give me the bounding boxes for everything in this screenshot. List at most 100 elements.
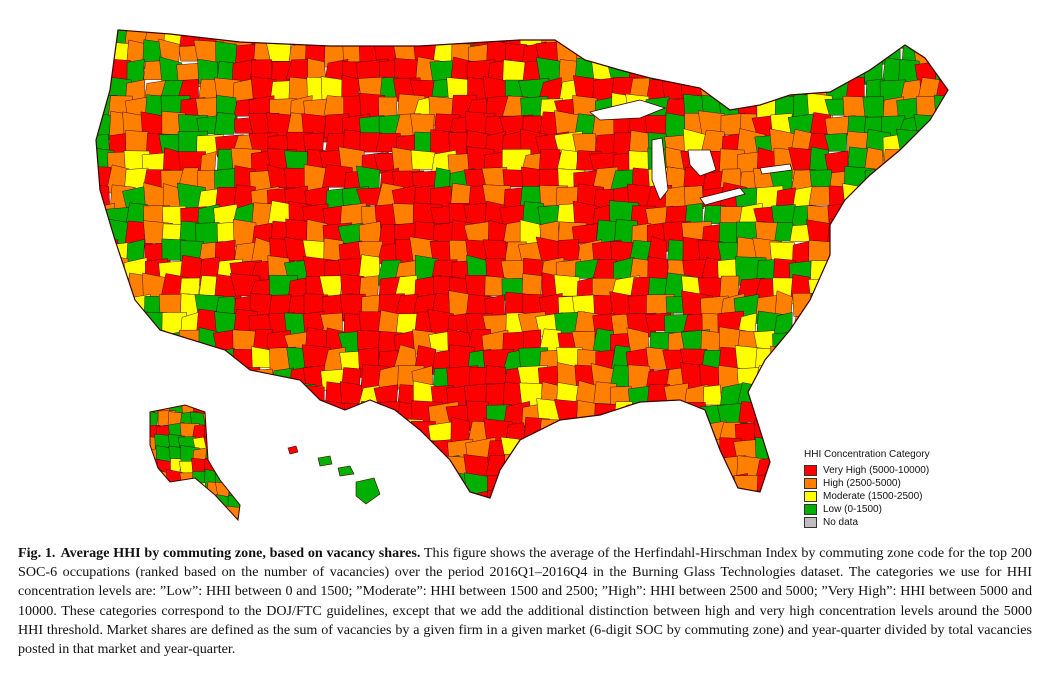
commuting-zone xyxy=(792,400,812,424)
commuting-zone xyxy=(895,206,929,230)
commuting-zone xyxy=(268,401,293,431)
commuting-zone xyxy=(846,30,872,52)
commuting-zone xyxy=(863,403,885,431)
commuting-zone xyxy=(181,504,200,520)
commuting-zone xyxy=(752,60,778,85)
commuting-zone xyxy=(703,30,730,54)
commuting-zone xyxy=(319,436,347,459)
commuting-zone xyxy=(156,505,173,520)
commuting-zone xyxy=(882,275,912,303)
commuting-zone xyxy=(935,221,948,244)
commuting-zone xyxy=(150,484,162,502)
commuting-zone xyxy=(593,435,615,464)
commuting-zone xyxy=(648,42,671,67)
commuting-zone xyxy=(934,384,948,411)
commuting-zone xyxy=(936,240,948,265)
commuting-zone xyxy=(953,241,976,263)
commuting-zone xyxy=(241,422,258,442)
commuting-zone xyxy=(214,362,245,387)
legend-label: High (2500-5000) xyxy=(823,478,901,489)
commuting-zone xyxy=(613,436,634,460)
commuting-zone xyxy=(574,30,598,45)
commuting-zone xyxy=(935,203,948,227)
commuting-zone xyxy=(241,449,256,460)
commuting-zone xyxy=(238,434,240,452)
commuting-zone xyxy=(234,437,261,458)
legend-swatch xyxy=(804,517,817,528)
commuting-zone xyxy=(610,30,632,54)
commuting-zone xyxy=(191,509,209,520)
commuting-zone xyxy=(517,491,542,498)
commuting-zone xyxy=(697,110,726,136)
great-lakes xyxy=(589,99,793,206)
commuting-zone xyxy=(307,58,327,80)
commuting-zone xyxy=(592,493,616,498)
commuting-zone xyxy=(826,311,852,336)
commuting-zone xyxy=(956,152,974,174)
commuting-zone xyxy=(793,346,814,375)
commuting-zone xyxy=(303,474,328,498)
commuting-zone xyxy=(684,185,705,209)
commuting-zone xyxy=(863,292,886,317)
commuting-zone xyxy=(270,475,291,497)
commuting-zone xyxy=(845,260,872,282)
commuting-zone xyxy=(287,471,307,498)
commuting-zone xyxy=(935,294,948,321)
commuting-zone xyxy=(194,349,224,368)
commuting-zone xyxy=(539,149,561,170)
commuting-zone xyxy=(250,475,276,494)
commuting-zone xyxy=(319,30,349,46)
commuting-zone xyxy=(936,272,948,301)
legend-item-very-high: Very High (5000-10000) xyxy=(804,464,964,477)
commuting-zone xyxy=(190,518,212,520)
commuting-zone xyxy=(826,362,857,395)
commuting-zone xyxy=(666,30,691,53)
commuting-zone xyxy=(646,401,671,428)
commuting-zone xyxy=(286,456,315,485)
commuting-zone xyxy=(574,437,606,463)
commuting-zone xyxy=(953,169,981,187)
commuting-zone xyxy=(286,417,317,444)
commuting-zone xyxy=(898,402,920,423)
commuting-zone xyxy=(124,420,149,448)
legend-swatch xyxy=(804,478,817,489)
commuting-zone xyxy=(167,506,188,520)
commuting-zone xyxy=(826,416,858,443)
commuting-zone xyxy=(175,347,204,371)
commuting-zone xyxy=(96,383,117,405)
commuting-zone xyxy=(698,41,730,66)
commuting-zone xyxy=(178,368,208,386)
commuting-zone xyxy=(752,490,779,498)
commuting-zone xyxy=(233,417,255,448)
commuting-zone xyxy=(720,60,747,89)
commuting-zone xyxy=(96,473,111,498)
commuting-zone xyxy=(180,518,198,520)
commuting-zone xyxy=(96,416,116,443)
commuting-zone xyxy=(666,492,688,498)
commuting-zone xyxy=(916,419,942,441)
commuting-zone xyxy=(630,277,651,298)
commuting-zone xyxy=(756,473,784,498)
commuting-zone xyxy=(842,346,866,373)
commuting-zone xyxy=(878,205,907,228)
commuting-zone xyxy=(234,242,256,262)
commuting-zone xyxy=(791,30,814,54)
commuting-zone xyxy=(646,30,667,44)
commuting-zone xyxy=(611,474,638,498)
commuting-zone xyxy=(123,473,145,498)
commuting-zone xyxy=(266,491,298,498)
commuting-zone xyxy=(955,401,978,427)
commuting-zone xyxy=(756,30,784,50)
commuting-zone xyxy=(719,493,749,498)
commuting-zone xyxy=(169,481,188,501)
commuting-zone xyxy=(468,43,490,62)
hawaii-islands xyxy=(287,445,381,505)
commuting-zone xyxy=(773,57,794,82)
commuting-zone xyxy=(413,489,442,498)
commuting-zone xyxy=(681,58,712,88)
commuting-zone xyxy=(792,416,815,446)
caption-title: Average HHI by commuting zone, based on … xyxy=(60,545,421,561)
commuting-zone xyxy=(519,30,544,46)
commuting-zone xyxy=(951,21,977,49)
commuting-zone xyxy=(647,58,678,81)
